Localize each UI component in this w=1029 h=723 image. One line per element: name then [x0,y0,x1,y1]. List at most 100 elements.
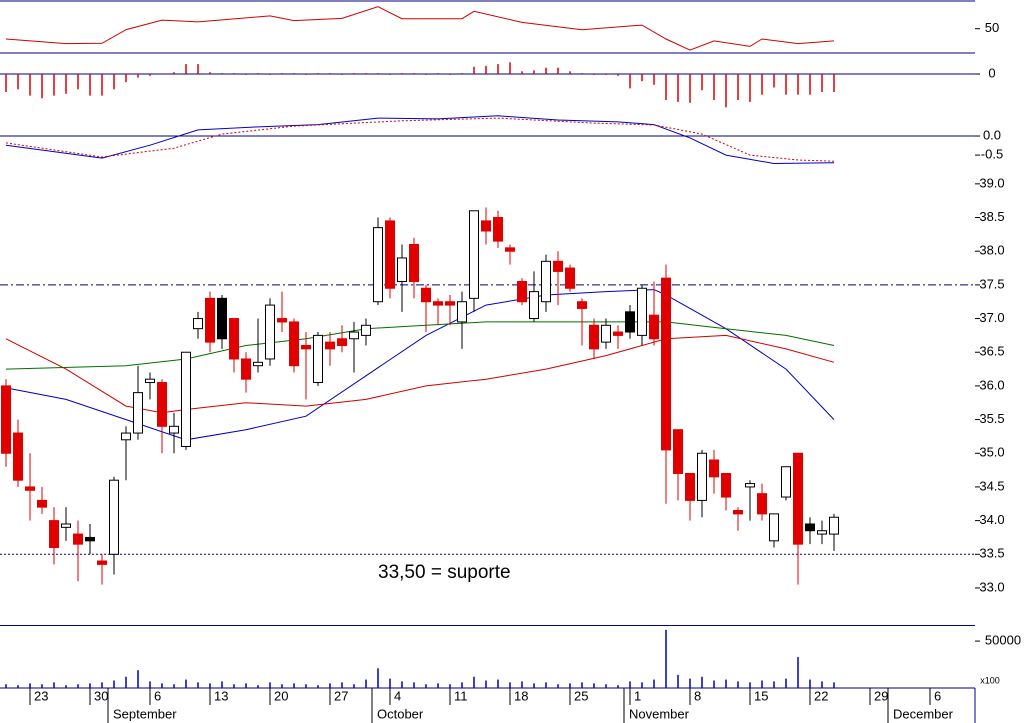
y-tick-label: 50000 [985,633,1021,648]
candle-body [805,523,815,532]
candle-body [769,513,779,542]
x-tick-label: 1 [634,688,641,703]
indicator-line [5,321,835,370]
candle-body [517,281,527,303]
candle-body [481,220,491,232]
indicator-line [5,334,835,414]
candle-body [241,358,251,380]
y-tick-label: 36.0 [979,377,1004,392]
unit-label: x100 [980,675,1000,685]
candle-body [277,318,287,323]
candle-body [529,291,539,320]
x-tick-label: 8 [694,688,701,703]
candle-body [421,287,431,303]
candle-body [49,520,59,549]
candle-body [589,324,599,350]
x-tick-label: 18 [514,688,528,703]
candle-body [613,331,623,336]
x-tick-label: 30 [94,688,108,703]
candle-body [553,260,563,272]
x-tick-label: 13 [214,688,228,703]
indicator-line [5,6,835,51]
candle-body [217,297,227,340]
candle-body [109,479,119,555]
x-tick-label: 29 [874,688,888,703]
candle-body [313,334,323,384]
candle-body [181,351,191,448]
candle-body [757,493,767,515]
month-label: December [893,706,954,721]
x-tick-label: 15 [754,688,768,703]
x-tick-label: 4 [394,688,401,703]
candle-body [685,472,695,501]
y-tick-label: 35.0 [979,445,1004,460]
candle-body [253,361,263,367]
y-tick-label: 37.0 [979,310,1004,325]
month-label: October [377,706,424,721]
candle-body [145,378,155,384]
candle-body [469,210,479,299]
y-tick-label: 39.0 [979,175,1004,190]
candle-body [445,301,455,306]
candle-body [13,432,23,481]
candle-body [169,425,179,434]
candle-body [817,530,827,535]
candle-body [625,311,635,333]
candle-body [505,247,515,252]
y-tick-label: 34.0 [979,512,1004,527]
candle-body [661,277,671,451]
candle-body [781,466,791,498]
candle-body [601,324,611,343]
candle-body [25,486,35,491]
candle-body [1,385,11,454]
candle-body [193,318,203,330]
month-label: November [629,706,690,721]
candle-body [97,560,107,565]
y-tick-label: 38.5 [979,209,1004,224]
x-tick-label: 20 [274,688,288,703]
candle-body [121,432,131,441]
candle-body [289,321,299,367]
candle-body [721,472,731,498]
candle-body [673,429,683,474]
candle-body [157,382,167,427]
candle-body [457,301,467,323]
x-tick-label: 27 [334,688,348,703]
candle-body [325,341,335,350]
y-tick-label: 37.5 [979,276,1004,291]
x-tick-label: 6 [934,688,941,703]
candle-body [349,331,359,340]
candle-body [301,344,311,350]
candle-body [709,459,719,478]
indicator-line [5,289,835,441]
month-label: September [113,706,177,721]
candle-body [373,227,383,303]
candle-body [577,301,587,309]
candle-body [85,536,95,542]
y-tick-label: 33.0 [979,579,1004,594]
candle-body [433,301,443,306]
candle-body [697,452,707,501]
y-tick-label: 38.0 [979,243,1004,258]
x-tick-label: 22 [814,688,828,703]
candle-body [565,267,575,289]
y-tick-label: 34.5 [979,478,1004,493]
candle-body [385,220,395,289]
candle-body [793,452,803,545]
x-tick-label: 11 [454,688,468,703]
y-tick-label: -0.5 [981,147,1003,162]
candle-body [829,516,839,535]
candle-body [637,287,647,336]
y-tick-label: 50 [985,20,999,35]
indicator-line [5,115,835,165]
y-tick-label: 33.5 [979,546,1004,561]
candle-body [229,318,239,360]
candle-body [133,392,143,434]
annotation: 33,50 = suporte [378,562,511,583]
candle-body [37,499,47,508]
candle-body [649,314,659,340]
candle-body [541,260,551,303]
x-tick-label: 23 [34,688,48,703]
